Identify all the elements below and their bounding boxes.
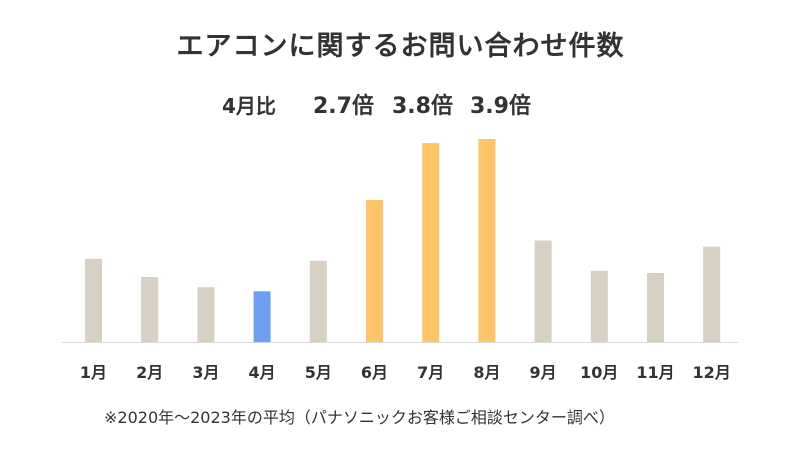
x-tick-label-8: 8月 (473, 363, 500, 382)
bar-3 (197, 287, 215, 342)
x-tick-label-7: 7月 (417, 363, 444, 382)
comparison-value-jul: 3.8倍 (392, 94, 453, 119)
x-tick-label-1: 1月 (80, 363, 107, 382)
bar-4 (253, 291, 271, 343)
comparison-label: 4月比 (222, 94, 276, 118)
x-tick-label-6: 6月 (361, 363, 388, 382)
chart-title: エアコンに関するお問い合わせ件数 (176, 31, 625, 62)
comparison-row: 4月比 2.7倍 3.8倍 3.9倍 (0, 88, 801, 128)
bar-2 (141, 277, 159, 342)
bar-5 (309, 260, 327, 342)
bar-11 (647, 273, 664, 342)
bar-1 (85, 258, 102, 342)
bar-9 (534, 240, 552, 342)
x-tick-label-3: 3月 (192, 363, 219, 382)
bar-8 (478, 139, 496, 342)
x-tick-label-9: 9月 (530, 363, 557, 382)
bar-7 (422, 143, 440, 342)
source-note: ※2020年～2023年の平均（パナソニックお客様ご相談センター調べ） (104, 408, 615, 427)
x-tick-label-4: 4月 (249, 363, 276, 382)
x-tick-label-10: 10月 (580, 363, 618, 382)
x-tick-label-12: 12月 (693, 363, 731, 382)
bar-6 (366, 199, 383, 342)
bar-10 (590, 270, 608, 342)
bar-12 (703, 246, 721, 342)
x-tick-label-5: 5月 (305, 363, 332, 382)
x-tick-label-11: 11月 (636, 363, 674, 382)
x-tick-label-2: 2月 (136, 363, 163, 382)
comparison-value-jun: 2.7倍 (313, 94, 374, 119)
comparison-value-aug: 3.9倍 (470, 94, 531, 119)
